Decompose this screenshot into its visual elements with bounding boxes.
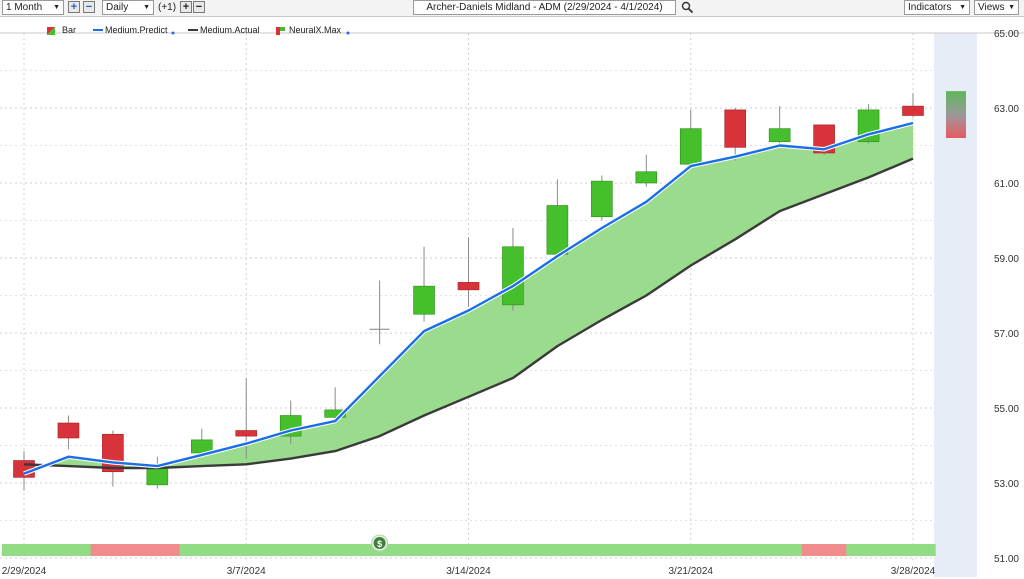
signal-bar-segment: [46, 544, 92, 556]
y-tick-label: 59.00: [994, 254, 1019, 265]
medium-predict-line: [23, 121, 914, 475]
signal-bar-segment: [624, 544, 670, 556]
signal-bar-segment: [401, 544, 447, 556]
neuralx-legend-icon: [276, 27, 285, 35]
signal-bar-segment: [712, 544, 758, 556]
offset-plus-button[interactable]: +: [180, 1, 192, 13]
candle-body: [635, 171, 658, 184]
chevron-down-icon: ▼: [959, 4, 966, 11]
y-tick-label: 65.00: [994, 29, 1019, 40]
interval-value: Daily: [106, 2, 129, 13]
period-plus-button[interactable]: +: [68, 1, 80, 13]
interval-select[interactable]: Daily ▼: [102, 0, 154, 15]
y-tick-label: 53.00: [994, 479, 1019, 490]
y-tick-label: 61.00: [994, 179, 1019, 190]
signal-bar-segment: [179, 544, 225, 556]
candle-body: [902, 105, 924, 116]
toolbar: 1 Month ▼ + − Daily ▼ (+1) + − Archer-Da…: [0, 0, 1024, 17]
candle-body: [413, 285, 435, 315]
candle-body: [235, 430, 258, 437]
views-label: Views: [978, 2, 1005, 13]
signal-bar-segment: [135, 544, 181, 556]
signal-marker-label: $: [377, 539, 382, 549]
y-tick-label: 57.00: [994, 329, 1019, 340]
period-minus-button[interactable]: −: [83, 1, 95, 13]
offset-label: (+1): [158, 2, 177, 13]
signal-bar-segment: [535, 544, 581, 556]
signal-bar-segment: [668, 544, 714, 556]
indicators-label: Indicators: [908, 2, 952, 13]
indicators-button[interactable]: Indicators ▼: [904, 0, 970, 15]
candle-body: [768, 128, 791, 143]
magnifier-icon[interactable]: [681, 1, 694, 14]
signal-bar-segment: [1, 544, 47, 556]
y-tick-label: 63.00: [994, 104, 1019, 115]
medium-actual-line: [23, 157, 914, 470]
legend-item-predict: Medium.Predict: [93, 25, 175, 35]
signal-bar-segment: [90, 544, 136, 556]
x-tick-label: 3/28/2024: [891, 566, 936, 577]
candle-body: [546, 205, 569, 255]
candle-body: [146, 467, 169, 486]
chart-legend: Bar Medium.Predict Medium.Actual NeuralX…: [47, 25, 350, 35]
candle-body: [457, 282, 480, 291]
legend-label: Bar: [62, 25, 76, 35]
period-select[interactable]: 1 Month ▼: [2, 0, 64, 15]
legend-label: NeuralX.Max: [289, 25, 342, 35]
candle-body: [102, 433, 124, 473]
dot-icon: [171, 31, 175, 35]
chevron-down-icon: ▼: [53, 4, 60, 11]
candle-body: [502, 246, 524, 306]
period-value: 1 Month: [6, 2, 43, 13]
offset-minus-button[interactable]: −: [193, 1, 205, 13]
legend-label: Medium.Actual: [200, 25, 260, 35]
signal-bar-segment: [846, 544, 892, 556]
views-button[interactable]: Views ▼: [974, 0, 1019, 15]
candle-body: [57, 422, 80, 439]
signal-bar-segment: [312, 544, 358, 556]
signal-bar-segment: [890, 544, 936, 556]
dot-icon: [346, 31, 350, 35]
x-tick-label: 3/7/2024: [227, 566, 266, 577]
candle-body: [679, 128, 702, 165]
signal-bar-segment: [579, 544, 625, 556]
chevron-down-icon: ▼: [143, 4, 150, 11]
symbol-field[interactable]: Archer-Daniels Midland - ADM (2/29/2024 …: [413, 0, 676, 15]
x-tick-label: 3/14/2024: [446, 566, 491, 577]
y-tick-label: 55.00: [994, 404, 1019, 415]
candle-body: [724, 109, 747, 148]
legend-item-bar: Bar: [47, 25, 76, 35]
price-chart[interactable]: $ 51.00 53.00 55.00 57.00 59.00 61.00 63.00 65.…: [0, 17, 1024, 577]
signal-bar-segment: [224, 544, 269, 556]
bar-legend-icon: [47, 27, 55, 35]
candle-body: [591, 180, 613, 218]
signal-bar-segment: [757, 544, 803, 556]
legend-item-neuralx: NeuralX.Max: [276, 25, 350, 35]
y-tick-label: 51.00: [994, 554, 1019, 565]
signal-bar-segment: [268, 544, 314, 556]
legend-item-actual: Medium.Actual: [188, 25, 260, 35]
signal-bar-segment: [446, 544, 492, 556]
predict-actual-fill: [24, 123, 913, 474]
signal-marker-icon: [373, 537, 386, 549]
x-tick-label: 3/21/2024: [669, 566, 714, 577]
signal-bar-segment: [490, 544, 536, 556]
symbol-title: Archer-Daniels Midland - ADM (2/29/2024 …: [426, 2, 663, 13]
signal-bar-segment: [801, 544, 847, 556]
neuralx-forecast-bar: [946, 91, 966, 138]
chevron-down-icon: ▼: [1008, 4, 1015, 11]
x-tick-label: 2/29/2024: [2, 566, 47, 577]
legend-label: Medium.Predict: [105, 25, 168, 35]
